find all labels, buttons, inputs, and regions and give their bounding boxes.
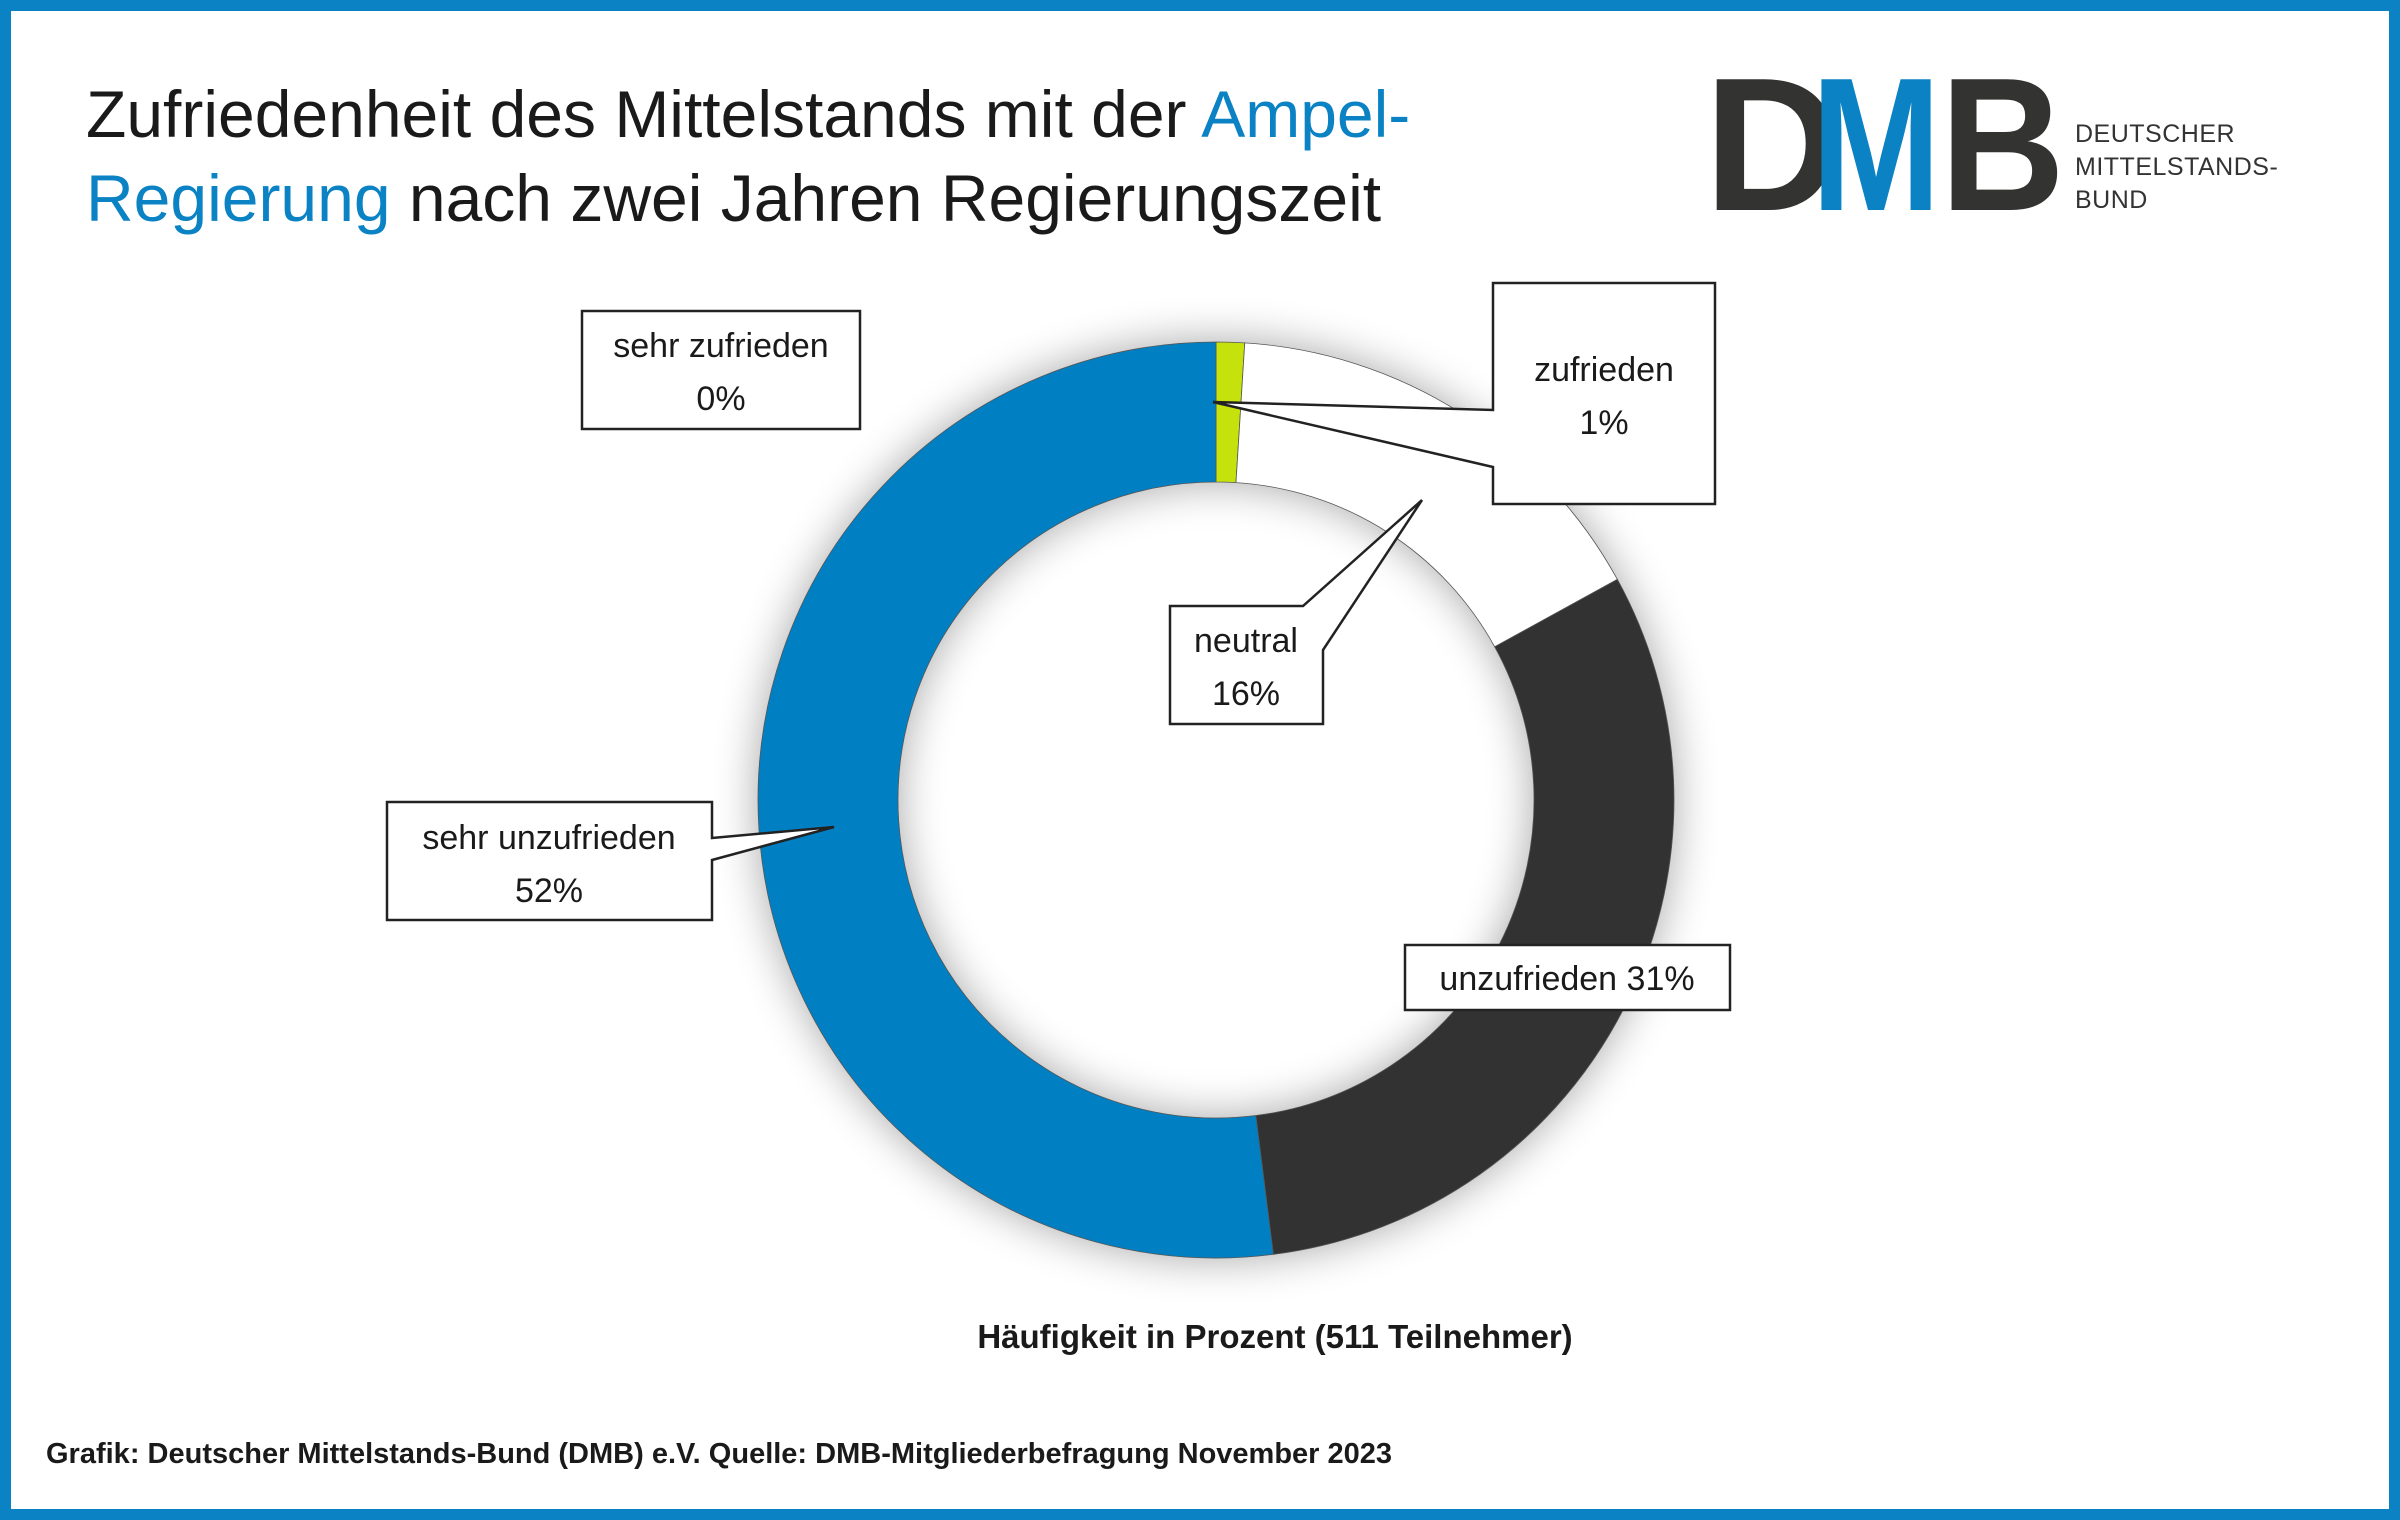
label-text: zufrieden	[1534, 351, 1674, 389]
title-highlight: Ampel-Regierung	[86, 77, 1411, 235]
title-part2: nach zwei Jahren Regierungszeit	[390, 161, 1382, 235]
label-text: unzufrieden 31%	[1439, 960, 1694, 998]
logo-letter-m: M	[1811, 70, 1941, 220]
x-axis-label: Häufigkeit in Prozent (511 Teilnehmer)	[977, 1318, 1572, 1355]
label-sehr-zufrieden: sehr zufrieden 0%	[580, 309, 862, 431]
logo-line3: BUND	[2075, 186, 2148, 214]
label-value: 1%	[1579, 404, 1628, 442]
slice-sehr-unzufrieden	[757, 341, 1274, 1259]
label-unzufrieden: unzufrieden 31%	[1403, 943, 1732, 1012]
logo-letter-b: B	[1940, 70, 2065, 220]
chart-title: Zufriedenheit des Mittelstands mit der A…	[86, 72, 1586, 240]
label-sehr-unzufrieden: sehr unzufrieden 52%	[385, 800, 835, 922]
logo-letter-d: D	[1708, 70, 1834, 220]
label-neutral: neutral 16%	[1168, 499, 1424, 726]
label-value: 16%	[1212, 675, 1280, 713]
label-value: 52%	[515, 872, 583, 910]
dmb-logo: D M B	[1708, 70, 2065, 220]
label-text: sehr zufrieden	[613, 327, 828, 365]
label-text: sehr unzufrieden	[422, 819, 675, 857]
logo-wordmark: DEUTSCHER MITTELSTANDS- BUND	[2075, 118, 2278, 217]
label-value: 0%	[696, 380, 745, 418]
logo-line2: MITTELSTANDS-	[2075, 153, 2279, 181]
label-text: neutral	[1194, 622, 1298, 660]
logo-line1: DEUTSCHER	[2075, 120, 2236, 148]
source-note: Grafik: Deutscher Mittelstands-Bund (DMB…	[46, 1438, 1393, 1470]
slice-unzufrieden	[1255, 578, 1675, 1255]
label-zufrieden: zufrieden 1%	[1212, 281, 1717, 506]
title-part1: Zufriedenheit des Mittelstands mit der	[86, 77, 1202, 151]
